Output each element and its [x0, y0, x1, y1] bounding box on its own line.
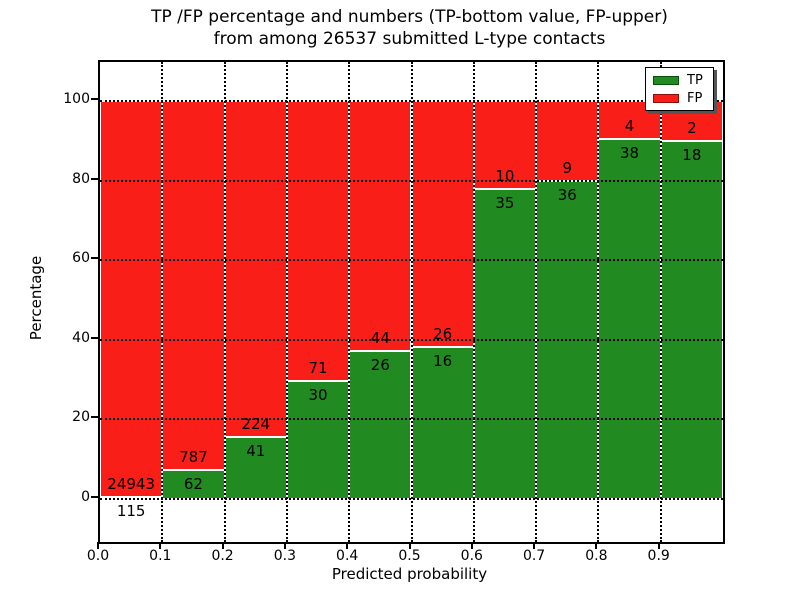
- x-tick-mark: [533, 542, 536, 549]
- x-tick-mark: [221, 542, 224, 549]
- legend-entry: TP: [653, 74, 706, 87]
- y-axis-label: Percentage: [27, 255, 45, 341]
- x-tick-label: 0.6: [460, 548, 483, 564]
- x-tick-mark: [657, 542, 660, 549]
- bar-label-tp: 62: [183, 474, 203, 493]
- vertical-gridline: [535, 62, 538, 542]
- bar-label-tp: 36: [557, 185, 577, 204]
- bar-segment-fp: [536, 101, 599, 181]
- plot-canvas: 24943 115 787 62 224 41 71 30 44 26 26 16 10 35 9 36 4 38…: [100, 62, 723, 542]
- x-tick-label: 0.7: [522, 548, 546, 564]
- x-tick-mark: [408, 542, 411, 549]
- x-tick-label: 0.0: [86, 548, 110, 564]
- bar-segment-fp: [224, 101, 287, 438]
- vertical-gridline: [285, 62, 288, 542]
- bar-segment-fp: [100, 101, 163, 498]
- chart-title-line1: TP /FP percentage and numbers (TP-bottom…: [151, 7, 668, 27]
- bar-label-tp: 16: [433, 352, 453, 371]
- horizontal-gridline: [100, 338, 723, 341]
- x-tick-mark: [97, 542, 99, 549]
- bar-segment-tp: [473, 189, 537, 499]
- legend-entry: FP: [653, 92, 706, 105]
- x-tick-label: 0.1: [149, 548, 172, 564]
- y-tick-mark: [91, 98, 98, 100]
- bar-label-fp: 26: [433, 325, 453, 344]
- y-tick-mark: [91, 336, 98, 339]
- bar-segment-tp: [660, 140, 723, 499]
- bar-label-fp: 24943: [107, 475, 155, 494]
- bar-label-tp: 38: [620, 143, 640, 162]
- bar-label-fp: 4: [624, 116, 635, 135]
- bar-label-fp: 71: [308, 358, 328, 377]
- bar-segment-tp: [598, 138, 661, 499]
- x-tick-mark: [283, 542, 286, 549]
- bar-label-tp: 41: [246, 442, 266, 461]
- bar-label-tp: 30: [308, 385, 328, 404]
- y-tick-mark: [91, 416, 98, 419]
- legend-swatch-tp: [653, 75, 679, 85]
- bar-segment-fp: [411, 101, 474, 348]
- bar-label-fp: 787: [179, 447, 208, 466]
- bar-label-fp: 2: [687, 118, 697, 137]
- y-tick-label: 60: [72, 250, 90, 267]
- bar-segment-fp: [349, 101, 412, 352]
- y-tick-label: 20: [72, 409, 90, 426]
- x-tick-mark: [470, 542, 473, 549]
- y-tick-mark: [91, 257, 98, 260]
- x-tick-label: 0.3: [273, 548, 297, 564]
- horizontal-gridline: [100, 498, 723, 500]
- bar-label-fp: 10: [495, 167, 515, 186]
- vertical-gridline: [161, 62, 164, 542]
- bar-label-tp: 18: [682, 145, 702, 164]
- vertical-gridline: [597, 62, 600, 542]
- y-tick-label: 0: [81, 489, 90, 505]
- x-axis-label: Predicted probability: [331, 565, 488, 583]
- legend-label: TP: [687, 72, 703, 88]
- legend-swatch-fp: [653, 93, 679, 103]
- vertical-gridline: [348, 62, 351, 542]
- vertical-gridline: [223, 62, 226, 542]
- y-tick-mark: [91, 177, 98, 180]
- y-tick-label: 40: [72, 329, 90, 346]
- plot-area: 24943 115 787 62 224 41 71 30 44 26 26 16 10 35 9 36 4 38…: [98, 60, 725, 544]
- chart-title: TP /FP percentage and numbers (TP-bottom…: [98, 6, 721, 50]
- bar-label-fp: 44: [370, 329, 390, 348]
- horizontal-gridline: [100, 100, 723, 102]
- vertical-gridline: [659, 62, 662, 542]
- bar-label-tp: 115: [116, 502, 146, 521]
- x-tick-label: 0.4: [336, 548, 359, 564]
- bar-label-tp: 26: [370, 356, 390, 375]
- x-tick-label: 0.5: [398, 548, 421, 564]
- chart-title-line2: from among 26537 submitted L-type contac…: [213, 29, 606, 49]
- vertical-gridline: [410, 62, 413, 542]
- vertical-gridline: [472, 62, 475, 542]
- legend-label: FP: [687, 90, 703, 106]
- y-tick-label: 100: [63, 91, 90, 107]
- x-tick-mark: [595, 542, 598, 549]
- bar-label-fp: 9: [562, 158, 573, 177]
- bar-segment-fp: [162, 101, 225, 470]
- horizontal-gridline: [100, 259, 723, 262]
- x-tick-label: 0.9: [647, 548, 670, 564]
- bar-label-tp: 35: [495, 194, 515, 213]
- horizontal-gridline: [100, 418, 723, 421]
- x-tick-mark: [159, 542, 162, 549]
- y-tick-mark: [91, 496, 98, 498]
- x-tick-label: 0.8: [585, 548, 608, 564]
- bar-segment-fp: [473, 101, 537, 190]
- horizontal-gridline: [100, 179, 723, 182]
- x-tick-mark: [346, 542, 349, 549]
- legend: TP FP: [645, 67, 714, 111]
- bar-segment-tp: [411, 347, 474, 499]
- x-tick-label: 0.2: [211, 548, 234, 564]
- y-tick-label: 80: [72, 170, 90, 187]
- bar-label-fp: 224: [241, 415, 271, 434]
